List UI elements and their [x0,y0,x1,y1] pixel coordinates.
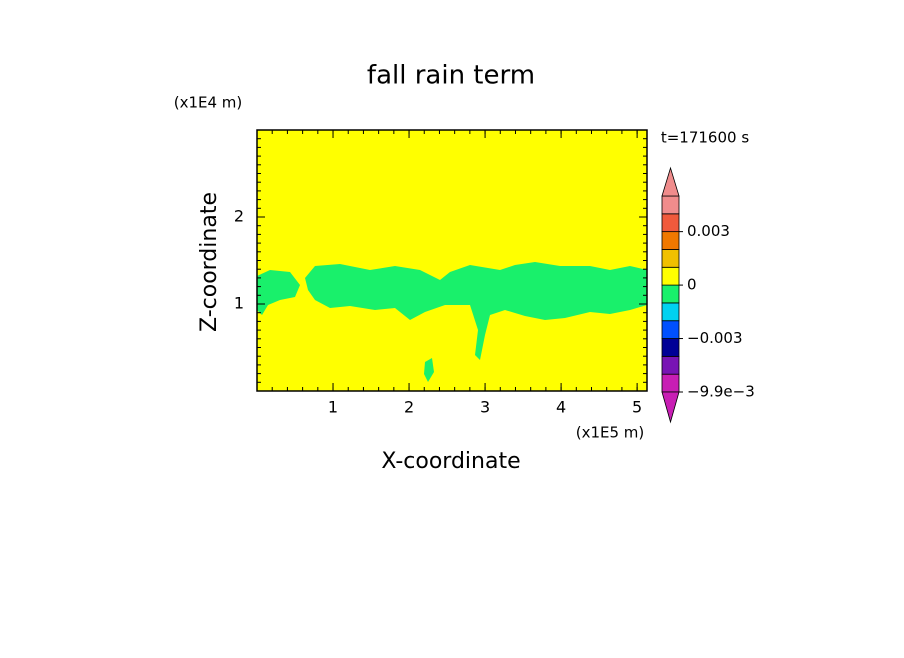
x-tick-label: 4 [556,398,566,417]
x-tick-label: 2 [404,398,414,417]
colorbar-label: −0.003 [687,329,743,347]
x-tick-label: 5 [632,398,642,417]
colorbar-box [661,320,680,339]
x-tick-label: 1 [328,398,338,417]
colorbar-label: 0 [687,276,697,294]
colorbar-box [661,284,680,304]
x-tick-label: 3 [480,398,490,417]
chart-title: fall rain term [367,61,535,91]
y-unit: (x1E4 m) [174,94,243,112]
colorbar-label: −9.9e−3 [687,383,755,401]
colorbar-box [661,231,680,250]
x-axis-label: X-coordinate [381,449,520,474]
x-unit: (x1E5 m) [576,424,645,442]
colorbar-box [661,302,680,322]
time-annotation: t=171600 s [661,129,749,147]
field-contour [257,262,647,382]
colorbar-box [661,266,680,286]
colorbar-box [661,213,680,233]
colorbar-extend [661,391,680,424]
y-axis-label: Z-coordinate [197,192,222,332]
colorbar-box [661,355,680,375]
colorbar-extend [661,166,680,197]
field [257,130,647,391]
colorbar-box [661,373,680,393]
colorbar-box [661,338,680,357]
field-background [257,130,647,391]
colorbar-box [661,249,680,268]
colorbar-box [661,195,680,215]
y-tick-label: 2 [234,207,244,226]
y-tick-label: 1 [234,294,244,313]
colorbar-label: 0.003 [687,222,730,240]
